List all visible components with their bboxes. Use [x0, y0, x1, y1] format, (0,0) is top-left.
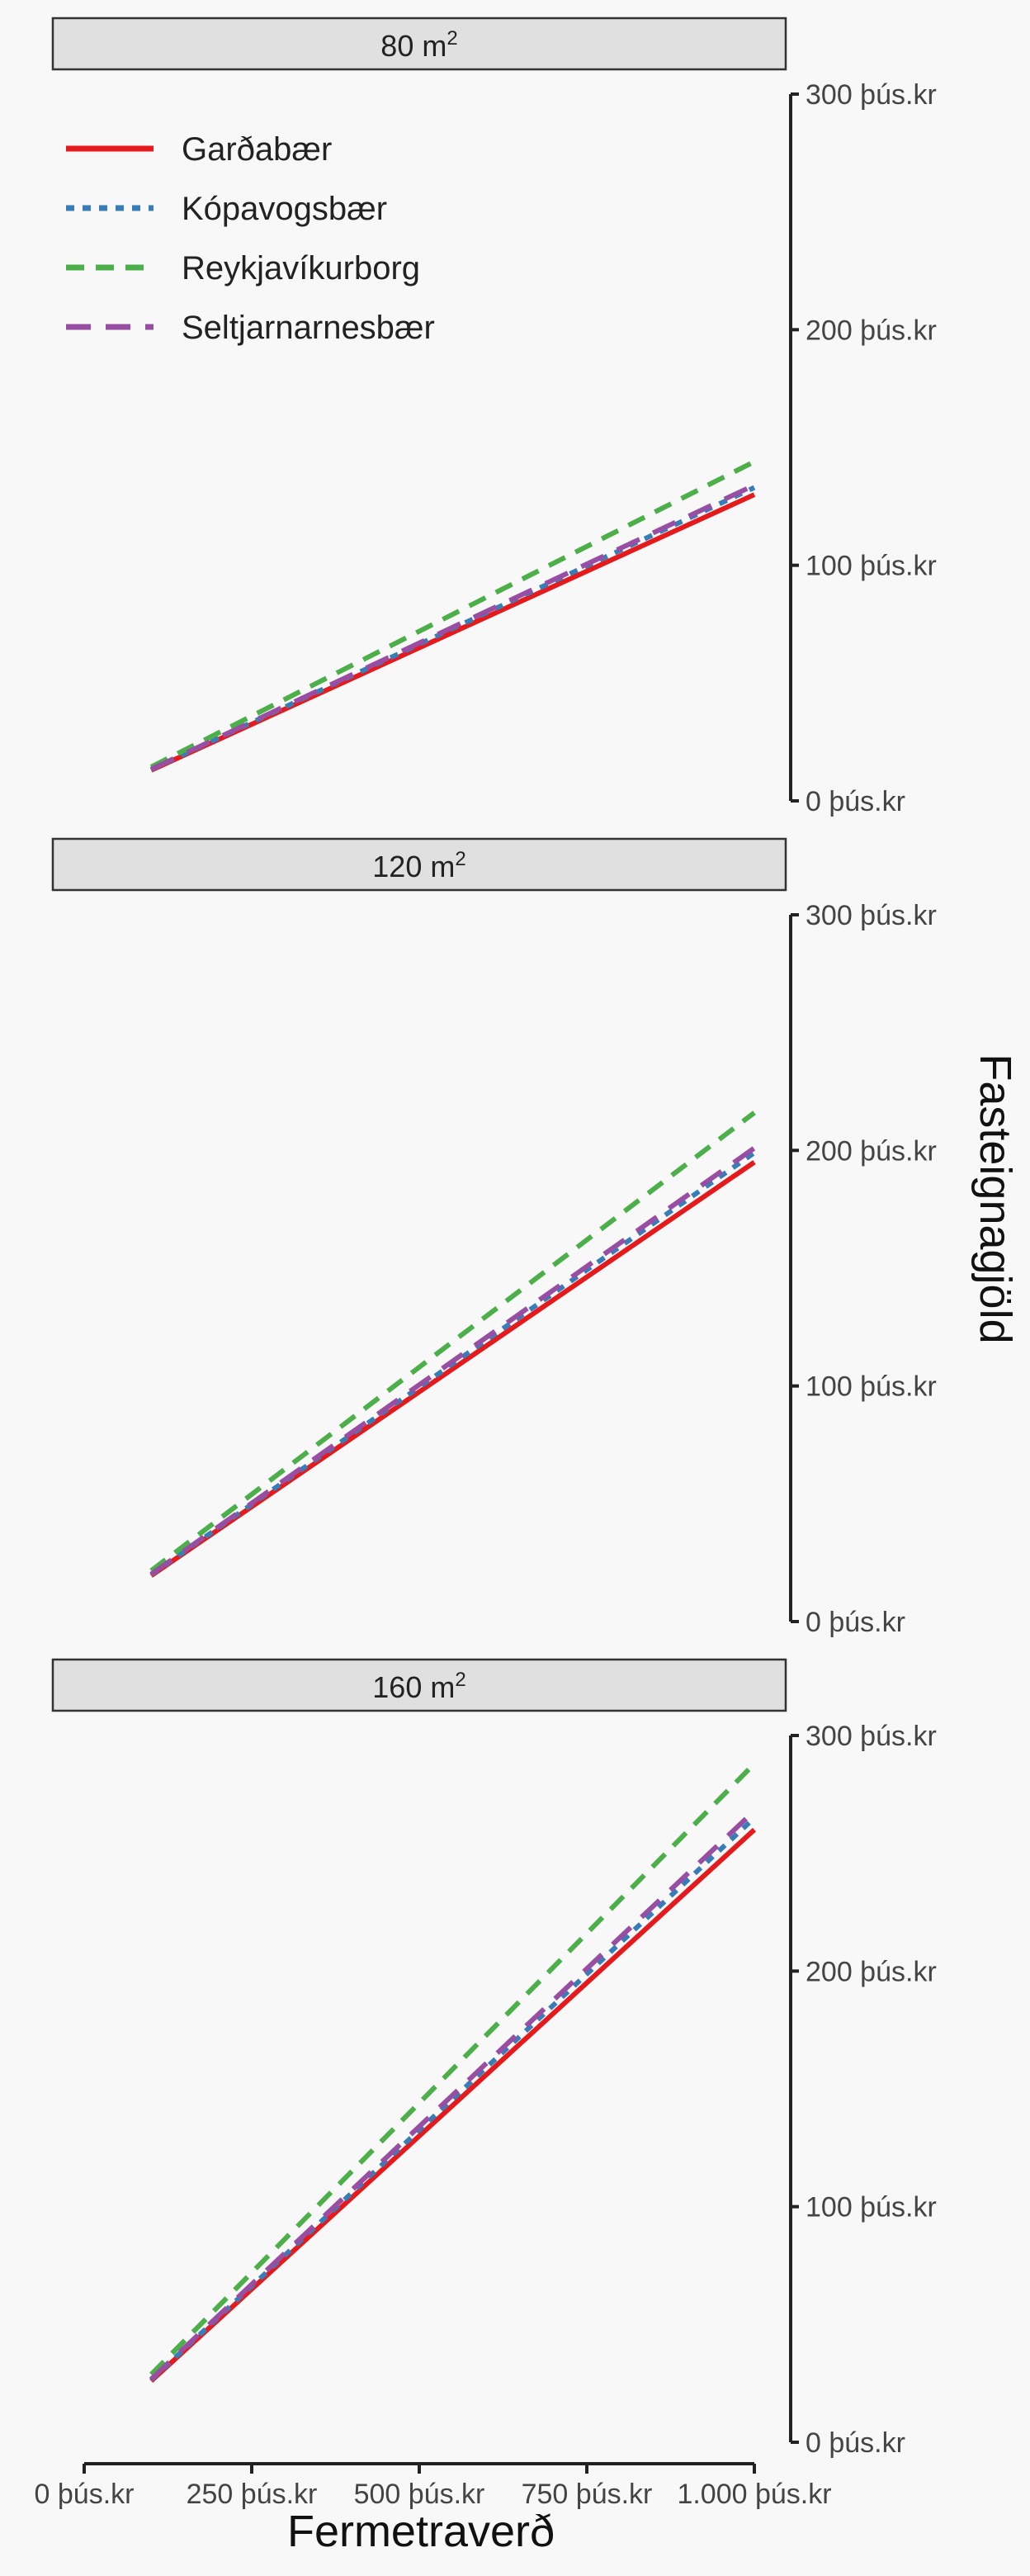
legend-item: Kópavogsbær: [66, 191, 387, 227]
legend-label: Garðabær: [182, 131, 332, 168]
y-tick-label: 300 þús.kr: [806, 79, 937, 111]
y-tick-label: 0 þús.kr: [806, 2427, 905, 2459]
y-tick-label: 200 þús.kr: [806, 1956, 937, 1987]
legend-label: Seltjarnarnesbær: [182, 310, 435, 346]
facet-strip-superscript: 2: [446, 27, 457, 50]
facet-panel: 80 m2 0 þús.kr 100 þús.kr 200 þús.kr 300 þús…: [51, 17, 937, 817]
facet-strip-superscript: 2: [455, 1669, 465, 1691]
series-line: [149, 459, 756, 769]
x-tick-label: 250 þús.kr: [187, 2479, 318, 2510]
facet-strip-label: 80 m2: [380, 27, 457, 63]
series-line: [149, 492, 756, 773]
facet-panel: 120 m2 0 þús.kr 100 þús.kr 200 þús.kr 300 þú…: [51, 837, 937, 1638]
x-tick-label: 750 þús.kr: [522, 2479, 653, 2510]
legend-item: Garðabær: [66, 131, 332, 168]
series-line: [149, 1762, 757, 2376]
facet-panels: 80 m2 0 þús.kr 100 þús.kr 200 þús.kr 300 þús…: [51, 17, 937, 2459]
x-tick-label: 500 þús.kr: [354, 2479, 485, 2510]
y-tick-label: 300 þús.kr: [806, 900, 937, 931]
y-axis-title: Fasteignagjöld: [971, 1054, 1020, 1343]
y-tick-label: 200 þús.kr: [806, 315, 937, 346]
legend: Garðabær Kópavogsbær Reykjavíkurborg Seltja…: [66, 131, 435, 346]
series-line: [149, 482, 756, 772]
facet-strip-label: 160 m2: [372, 1669, 465, 1704]
facet-strip: [51, 837, 787, 892]
y-tick-label: 200 þús.kr: [806, 1135, 937, 1167]
y-tick-label: 100 þús.kr: [806, 1371, 937, 1403]
legend-item: Seltjarnarnesbær: [66, 310, 435, 346]
y-tick-label: 100 þús.kr: [806, 551, 937, 582]
x-tick-label: 0 þús.kr: [35, 2479, 135, 2510]
facet-panel: 160 m2 0 þús.kr 100 þús.kr 200 þús.kr 300 þú…: [51, 1658, 937, 2459]
y-tick-label: 0 þús.kr: [806, 786, 905, 817]
facet-strip-superscript: 2: [455, 848, 465, 870]
y-tick-label: 0 þús.kr: [806, 1607, 905, 1638]
facet-strip-label: 120 m2: [372, 848, 465, 883]
y-tick-label: 300 þús.kr: [806, 1721, 937, 1752]
y-tick-label: 100 þús.kr: [806, 2192, 937, 2223]
series-line: [149, 1110, 756, 1573]
legend-item: Reykjavíkurborg: [66, 250, 420, 286]
legend-label: Kópavogsbær: [182, 191, 387, 227]
x-tick-label: 1.000 þús.kr: [677, 2479, 831, 2510]
x-axis: 0 þús.kr 250 þús.kr 500 þús.kr 750 þús.kr 1.…: [35, 2462, 832, 2510]
x-axis-title: Fermetraverð: [287, 2507, 555, 2556]
series-line: [149, 1809, 757, 2381]
series-line: [149, 1146, 756, 1577]
facet-strip: [51, 17, 787, 71]
facet-strip: [51, 1658, 787, 1712]
legend-label: Reykjavíkurborg: [182, 250, 420, 286]
